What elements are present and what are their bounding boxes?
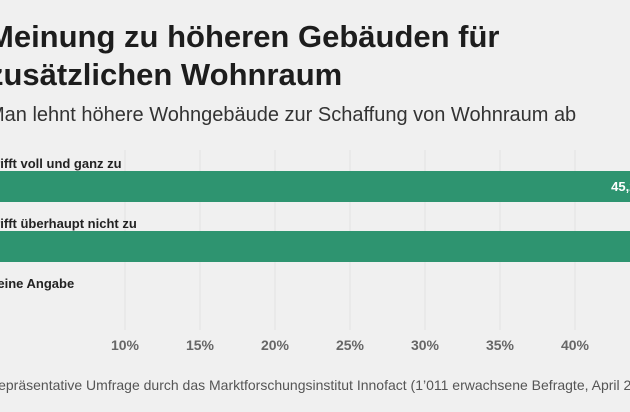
bar-chart: Trifft voll und ganz zu 45,2% Trifft überh… xyxy=(0,150,630,353)
x-tick-label: 30% xyxy=(411,337,440,353)
category-label-no-answer: Keine Angabe xyxy=(0,276,74,291)
x-tick-label: 20% xyxy=(261,337,290,353)
bar-value-label: 45,2% xyxy=(611,179,630,194)
page-title: Meinung zu höheren Gebäuden für zusätzli… xyxy=(0,19,500,92)
chart-source-note: Repräsentative Umfrage durch das Marktfo… xyxy=(0,377,630,393)
x-tick-label: 15% xyxy=(186,337,215,353)
bar-layer xyxy=(0,171,630,262)
x-tick-label: 40% xyxy=(561,337,590,353)
bar xyxy=(0,171,630,202)
x-tick-label: 25% xyxy=(336,337,365,353)
label-layer: Trifft voll und ganz zu 45,2% Trifft überh… xyxy=(0,156,630,291)
category-label-fully-agree: Trifft voll und ganz zu xyxy=(0,156,122,171)
bar xyxy=(0,231,630,262)
category-label-fully-disagree: Trifft überhaupt nicht zu xyxy=(0,216,137,231)
x-tick-label: 10% xyxy=(111,337,140,353)
tick-layer: 10%15%20%25%30%35%40%45% xyxy=(111,337,590,353)
chart-subtitle: Man lehnt höhere Wohngebäude zur Schaffu… xyxy=(0,104,577,126)
x-tick-label: 35% xyxy=(486,337,515,353)
